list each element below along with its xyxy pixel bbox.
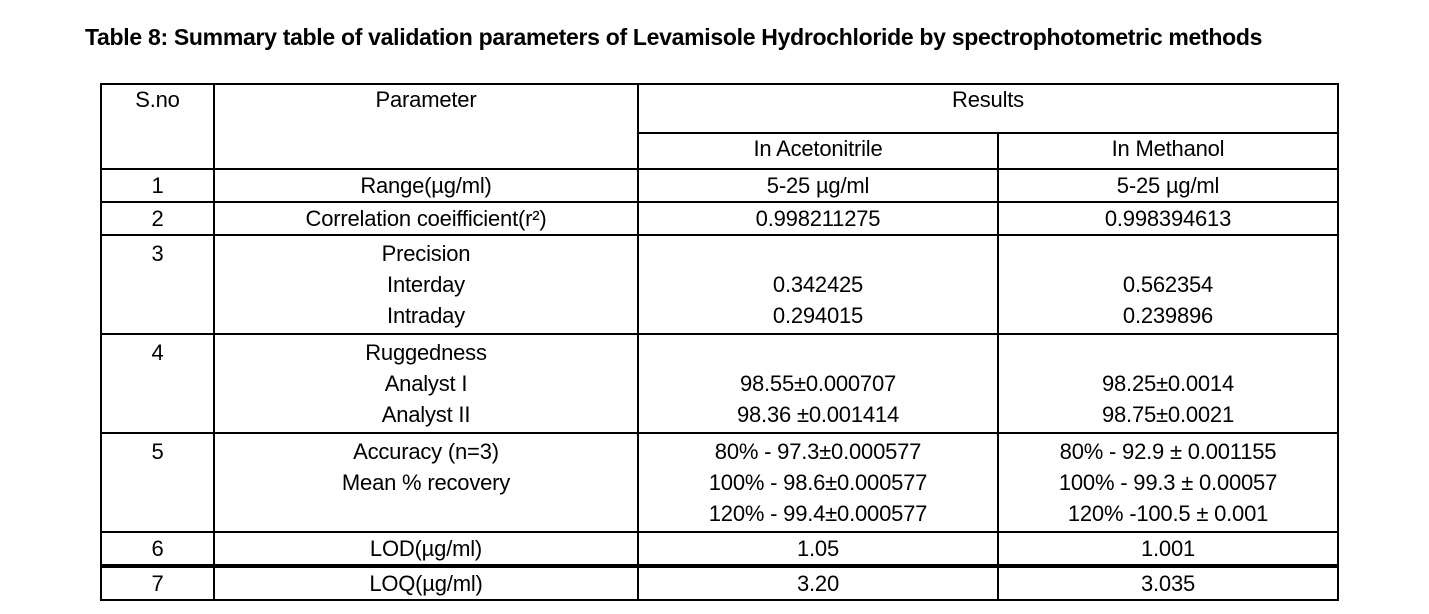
table-row-accuracy: 5 Accuracy (n=3) Mean % recovery 80% - 9… xyxy=(100,432,1339,533)
cell-methanol: 5-25 µg/ml xyxy=(997,168,1339,203)
cell-line: Ruggedness xyxy=(365,340,487,365)
cell-sno: 1 xyxy=(100,168,215,203)
cell-acetonitrile: 3.20 xyxy=(637,565,999,601)
cell-sno: 6 xyxy=(100,531,215,568)
cell-line xyxy=(643,238,993,269)
cell-line xyxy=(1003,238,1333,269)
cell-parameter: Ruggedness Analyst I Analyst II xyxy=(213,333,639,434)
table-row-correlation: 2 Correlation coeifficient(r²) 0.9982112… xyxy=(100,201,1339,236)
cell-parameter: Precision Interday Intraday xyxy=(213,234,639,335)
cell-line: Intraday xyxy=(387,303,465,328)
header-methanol: In Methanol xyxy=(997,132,1339,170)
cell-acetonitrile: 1.05 xyxy=(637,531,999,568)
table-row-lod: 6 LOD(µg/ml) 1.05 1.001 xyxy=(100,531,1339,568)
cell-line xyxy=(219,498,633,529)
cell-line: 5 xyxy=(151,439,164,464)
cell-methanol: 3.035 xyxy=(997,565,1339,601)
cell-acetonitrile: 80% - 97.3±0.000577 100% - 98.6±0.000577… xyxy=(637,432,999,533)
cell-line: 0.562354 xyxy=(1122,272,1214,297)
cell-line: 0.342425 xyxy=(772,272,864,297)
cell-parameter: Range(µg/ml) xyxy=(213,168,639,203)
cell-line: 120% -100.5 ± 0.001 xyxy=(1067,501,1269,526)
cell-line: 98.55±0.000707 xyxy=(739,371,897,396)
cell-parameter: Accuracy (n=3) Mean % recovery xyxy=(213,432,639,533)
cell-line xyxy=(643,337,993,368)
cell-methanol: 98.25±0.0014 98.75±0.0021 xyxy=(997,333,1339,434)
cell-acetonitrile: 0.998211275 xyxy=(637,201,999,236)
cell-acetonitrile: 5-25 µg/ml xyxy=(637,168,999,203)
cell-methanol: 1.001 xyxy=(997,531,1339,568)
header-parameter: Parameter xyxy=(213,83,639,170)
cell-line xyxy=(1003,337,1333,368)
cell-line: 100% - 99.3 ± 0.00057 xyxy=(1058,470,1278,495)
cell-acetonitrile: 98.55±0.000707 98.36 ±0.001414 xyxy=(637,333,999,434)
cell-parameter: LOD(µg/ml) xyxy=(213,531,639,568)
cell-line: 98.36 ±0.001414 xyxy=(736,402,899,427)
cell-line: 3 xyxy=(151,241,164,266)
cell-sno: 2 xyxy=(100,201,215,236)
cell-line: 80% - 97.3±0.000577 xyxy=(714,439,922,464)
cell-line: Analyst I xyxy=(384,371,468,396)
cell-line: 80% - 92.9 ± 0.001155 xyxy=(1059,439,1277,464)
cell-acetonitrile: 0.342425 0.294015 xyxy=(637,234,999,335)
cell-sno: 5 xyxy=(100,432,215,533)
cell-line: 0.294015 xyxy=(772,303,864,328)
cell-line: Interday xyxy=(387,272,465,297)
cell-line: 98.75±0.0021 xyxy=(1101,402,1235,427)
cell-line: 4 xyxy=(151,340,164,365)
cell-sno: 3 xyxy=(100,234,215,335)
cell-line: 120% - 99.4±0.000577 xyxy=(708,501,928,526)
table-row-loq: 7 LOQ(µg/ml) 3.20 3.035 xyxy=(100,565,1339,601)
cell-line: 0.239896 xyxy=(1122,303,1214,328)
cell-line: 100% - 98.6±0.000577 xyxy=(708,470,928,495)
cell-line: Mean % recovery xyxy=(341,470,511,495)
header-sno: S.no xyxy=(100,83,215,170)
cell-parameter: Correlation coeifficient(r²) xyxy=(213,201,639,236)
cell-line: Analyst II xyxy=(381,402,471,427)
header-row-solvents: In Acetonitrile In Methanol xyxy=(101,132,1339,170)
table-row-precision: 3 Precision Interday Intraday 0.342425 0… xyxy=(100,234,1339,335)
cell-parameter: LOQ(µg/ml) xyxy=(213,565,639,601)
table-caption: Table 8: Summary table of validation par… xyxy=(85,24,1263,50)
header-row-results: S.no Parameter Results xyxy=(100,83,1339,170)
cell-methanol: 0.562354 0.239896 xyxy=(997,234,1339,335)
table-row-ruggedness: 4 Ruggedness Analyst I Analyst II 98.55±… xyxy=(100,333,1339,434)
cell-line: 98.25±0.0014 xyxy=(1101,371,1235,396)
cell-sno: 4 xyxy=(100,333,215,434)
cell-sno: 7 xyxy=(100,565,215,601)
cell-methanol: 80% - 92.9 ± 0.001155 100% - 99.3 ± 0.00… xyxy=(997,432,1339,533)
table-row-range: 1 Range(µg/ml) 5-25 µg/ml 5-25 µg/ml xyxy=(100,168,1339,203)
header-results: Results xyxy=(637,83,1339,134)
cell-line: Accuracy (n=3) xyxy=(353,439,499,464)
validation-parameters-table: S.no Parameter Results In Acetonitrile I… xyxy=(100,83,1339,601)
header-acetonitrile: In Acetonitrile xyxy=(637,132,999,170)
cell-methanol: 0.998394613 xyxy=(997,201,1339,236)
cell-line: Precision xyxy=(381,241,471,266)
